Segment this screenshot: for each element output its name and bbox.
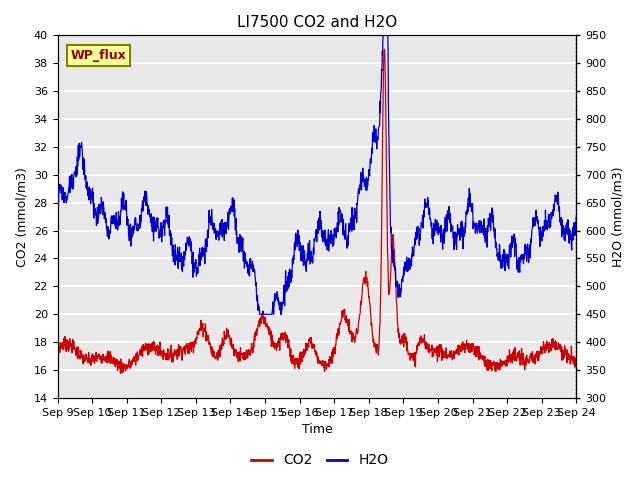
Title: LI7500 CO2 and H2O: LI7500 CO2 and H2O [237,15,397,30]
Y-axis label: H2O (mmol/m3): H2O (mmol/m3) [612,167,625,267]
Y-axis label: CO2 (mmol/m3): CO2 (mmol/m3) [15,167,28,266]
X-axis label: Time: Time [301,423,332,436]
Legend: CO2, H2O: CO2, H2O [246,448,394,473]
Text: WP_flux: WP_flux [70,49,126,62]
